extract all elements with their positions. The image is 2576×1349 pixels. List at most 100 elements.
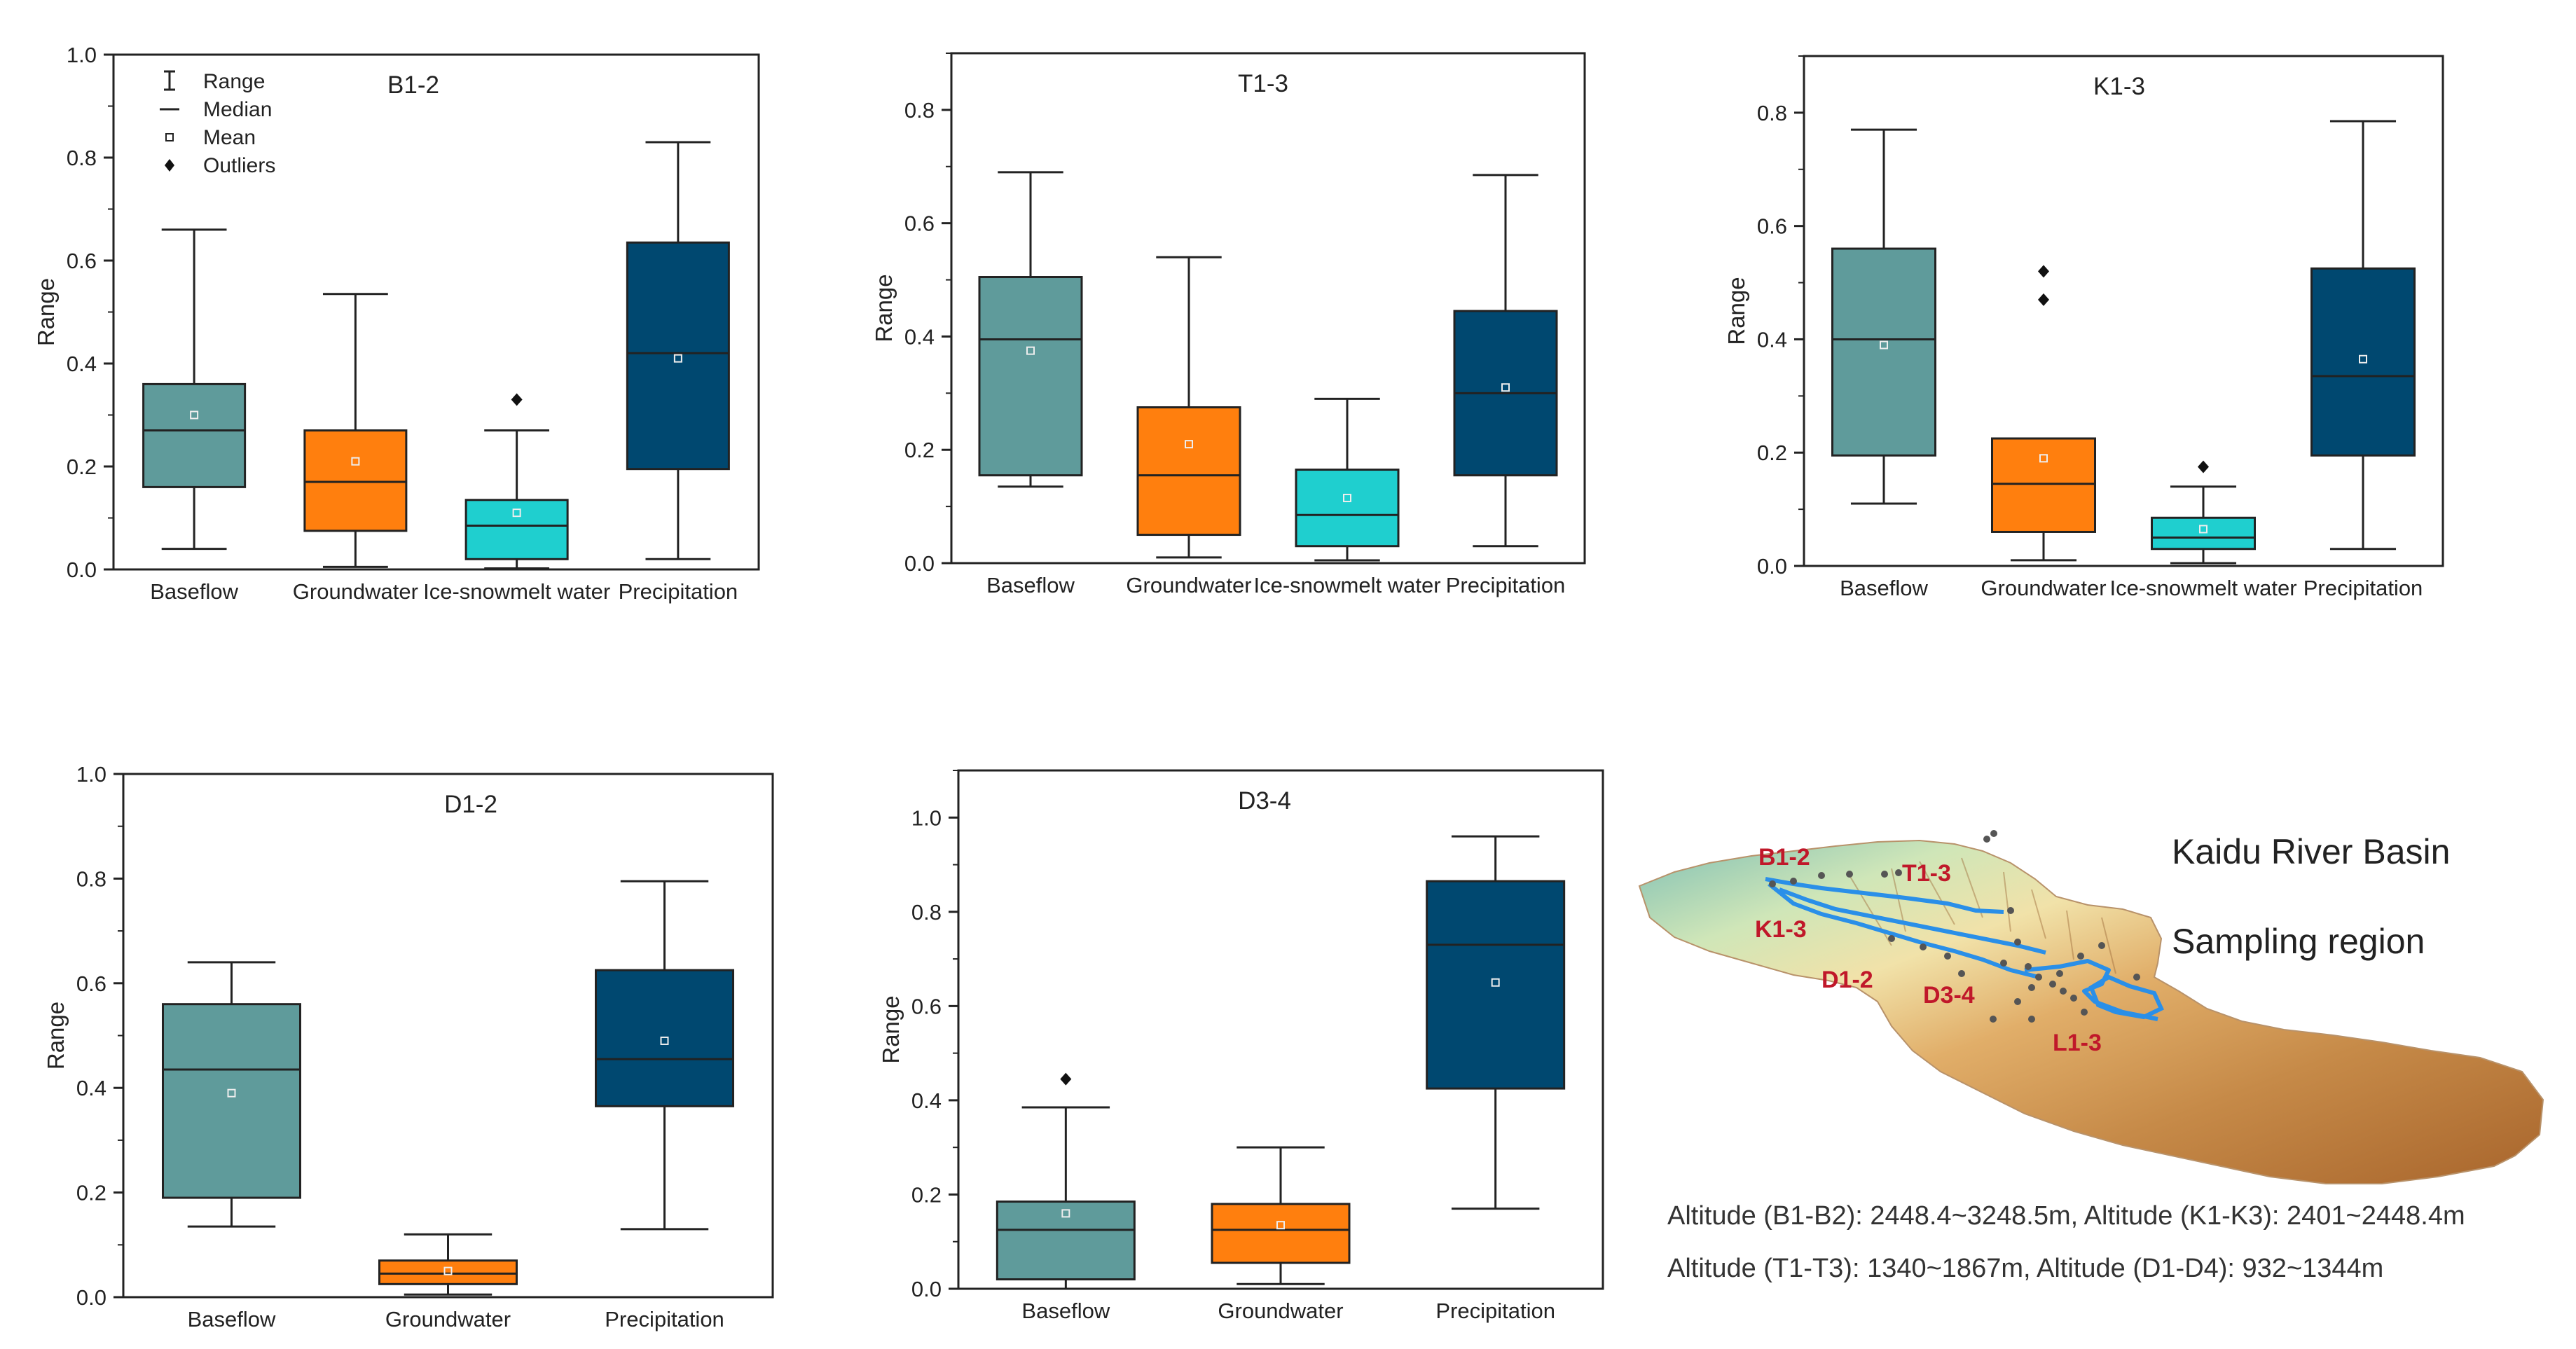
y-tick-label: 0.2 bbox=[76, 1181, 106, 1205]
y-tick-label: 0.0 bbox=[904, 551, 935, 576]
x-tick-label: Baseflow bbox=[986, 573, 1075, 597]
y-tick-label: 0.4 bbox=[904, 324, 935, 349]
mean-marker bbox=[1880, 340, 1888, 350]
y-tick-label: 0.8 bbox=[1757, 101, 1787, 125]
legend-label: Mean bbox=[203, 126, 256, 149]
y-tick-label: 0.6 bbox=[911, 994, 942, 1018]
legend-range-symbol bbox=[164, 70, 175, 91]
box-precipitation: Precipitation bbox=[2303, 120, 2423, 600]
y-tick-label: 0.4 bbox=[67, 352, 97, 376]
legend-mean-symbol bbox=[165, 133, 174, 141]
y-tick-label: 0.4 bbox=[1757, 327, 1787, 352]
outlier-point bbox=[2038, 293, 2049, 306]
x-tick-label: Baseflow bbox=[1840, 576, 1928, 600]
y-tick-label: 0.0 bbox=[1757, 554, 1787, 579]
chart-title: D3-4 bbox=[1238, 787, 1291, 815]
mean-marker bbox=[1061, 1209, 1070, 1218]
map-label-b1-2: B1-2 bbox=[1758, 844, 1810, 871]
y-axis-label: Range bbox=[1723, 277, 1749, 345]
y-axis-label: Range bbox=[43, 1002, 69, 1070]
legend-label: Range bbox=[203, 70, 265, 93]
outlier-point bbox=[2038, 265, 2049, 278]
chart-title: T1-3 bbox=[1238, 70, 1288, 97]
y-tick-label: 0.8 bbox=[76, 866, 106, 891]
mean-marker bbox=[2359, 354, 2367, 364]
box-baseflow: Baseflow bbox=[978, 171, 1083, 597]
y-tick-label: 0.0 bbox=[76, 1285, 106, 1310]
iqr-box bbox=[1426, 880, 1566, 1090]
iqr-box bbox=[1295, 469, 1400, 548]
river-network bbox=[1765, 877, 2158, 1021]
y-tick-label: 0.2 bbox=[67, 455, 97, 479]
mean-marker bbox=[443, 1266, 453, 1275]
map-title-line-1: Kaidu River Basin bbox=[2172, 832, 2451, 871]
y-tick-label: 0.8 bbox=[911, 900, 942, 925]
x-tick-label: Groundwater bbox=[1218, 1299, 1343, 1323]
sample-points bbox=[1769, 830, 2140, 1023]
mean-marker bbox=[1491, 978, 1500, 987]
iqr-box bbox=[595, 969, 734, 1107]
iqr-box bbox=[2151, 516, 2256, 551]
mean-marker bbox=[1276, 1221, 1285, 1230]
iqr-box bbox=[1991, 437, 2096, 533]
y-axis-label: Range bbox=[871, 274, 897, 342]
x-tick-label: Ice-snowmelt water bbox=[423, 579, 610, 604]
x-tick-label: Precipitation bbox=[2303, 576, 2423, 600]
altitude-line-2: Altitude (T1-T3): 1340~1867m, Altitude (… bbox=[1667, 1254, 2384, 1283]
mean-marker bbox=[1501, 383, 1510, 392]
boxplot-t1-3: 0.0 0.2 0.4 0.6 0.8 Range T1-3 Baseflow Groundwa… bbox=[871, 52, 1586, 597]
box-groundwater: Groundwater bbox=[1981, 265, 2107, 600]
boxplot-d3-4: 0.0 0.2 0.4 0.6 0.8 1.0 Range D3-4 Baseflow Groun… bbox=[878, 769, 1604, 1323]
iqr-box bbox=[303, 429, 408, 532]
map-label-d1-2: D1-2 bbox=[1821, 967, 1873, 993]
x-tick-label: Baseflow bbox=[150, 579, 238, 604]
legend: Range Median Mean Outliers bbox=[160, 70, 275, 177]
iqr-box bbox=[1136, 406, 1241, 537]
x-tick-label: Groundwater bbox=[293, 579, 418, 604]
y-tick-label: 0.2 bbox=[1757, 441, 1787, 465]
mean-marker bbox=[227, 1088, 236, 1098]
iqr-box bbox=[142, 382, 247, 488]
y-tick-label: 0.6 bbox=[904, 212, 935, 236]
y-tick-label: 0.0 bbox=[67, 558, 97, 582]
box-precipitation: Precipitation bbox=[1426, 835, 1566, 1323]
iqr-box bbox=[626, 241, 730, 471]
mean-marker bbox=[1185, 440, 1193, 449]
map-label-d3-4: D3-4 bbox=[1923, 982, 1975, 1009]
box-precipitation: Precipitation bbox=[1446, 174, 1565, 597]
y-tick-label: 0.8 bbox=[67, 146, 97, 170]
y-tick-label: 0.6 bbox=[67, 249, 97, 273]
plot-frame bbox=[1803, 55, 2444, 567]
x-tick-label: Groundwater bbox=[1126, 573, 1251, 597]
map-label-k1-3: K1-3 bbox=[1755, 916, 1807, 943]
mean-marker bbox=[2199, 525, 2207, 534]
box-baseflow: Baseflow bbox=[142, 228, 247, 604]
outlier-point bbox=[2198, 460, 2209, 473]
chart-title: B1-2 bbox=[387, 71, 439, 99]
iqr-box bbox=[162, 1003, 301, 1199]
box-baseflow: Baseflow bbox=[996, 1072, 1136, 1323]
y-tick-label: 0.8 bbox=[904, 98, 935, 123]
iqr-box bbox=[1831, 247, 1936, 457]
box-groundwater: Groundwater bbox=[1126, 256, 1252, 597]
map-label-t1-3: T1-3 bbox=[1902, 860, 1951, 887]
y-tick-label: 0.6 bbox=[1757, 214, 1787, 239]
x-tick-label: Precipitation bbox=[605, 1307, 724, 1331]
y-tick-label: 0.4 bbox=[76, 1076, 106, 1100]
boxplot-d1-2: 0.0 0.2 0.4 0.6 0.8 1.0 Range D1-2 Baseflow Groun… bbox=[43, 762, 774, 1331]
x-tick-label: Ice-snowmelt water bbox=[1253, 573, 1440, 597]
boxplot-b1-2: 0.0 0.2 0.4 0.6 0.8 1.0 Range B1-2 Baseflow Groun… bbox=[33, 43, 760, 604]
mean-marker bbox=[1026, 346, 1035, 355]
iqr-box bbox=[1211, 1203, 1351, 1264]
y-tick-label: 1.0 bbox=[67, 43, 97, 67]
box-baseflow: Baseflow bbox=[162, 961, 301, 1331]
x-tick-label: Baseflow bbox=[1021, 1299, 1110, 1323]
altitude-line-1: Altitude (B1-B2): 2448.4~3248.5m, Altitu… bbox=[1667, 1201, 2465, 1231]
iqr-box bbox=[378, 1259, 518, 1285]
map-title-line-2: Sampling region bbox=[2172, 922, 2425, 961]
box-baseflow: Baseflow bbox=[1831, 128, 1936, 600]
mean-marker bbox=[673, 354, 682, 363]
box-ice-snowmelt-water: Ice-snowmelt water bbox=[423, 393, 610, 604]
lake-outline bbox=[2088, 974, 2164, 1020]
